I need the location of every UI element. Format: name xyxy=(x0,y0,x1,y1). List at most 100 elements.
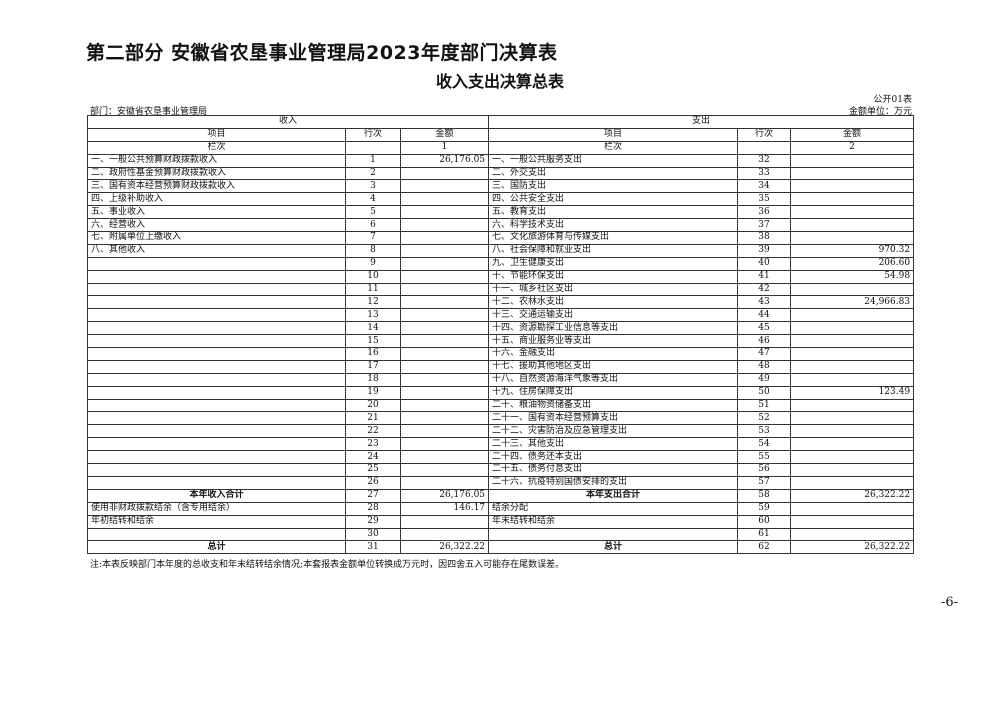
income-row-no: 7 xyxy=(345,231,401,245)
income-row-no: 24 xyxy=(345,450,401,465)
income-amount xyxy=(399,398,490,413)
income-amount xyxy=(399,166,490,181)
table-title: 收入支出决算总表 xyxy=(435,72,564,91)
income-row-no: 26 xyxy=(345,475,401,490)
expense-row-no: 54 xyxy=(737,437,792,452)
expense-amount xyxy=(790,231,915,245)
expense-header: 支出 xyxy=(488,115,915,129)
expense-row-no: 43 xyxy=(737,295,792,310)
income-row-no: 30 xyxy=(345,527,401,542)
income-expense-table: 收入 支出 项目 行次 金额 项目 行次 金额 栏次 1 栏次 2 一、一般公共… xyxy=(86,115,915,555)
table-row: 七、附属单位上缴收入 7 七、文化旅游体育与传媒支出 38 xyxy=(87,231,915,245)
income-item xyxy=(87,385,346,400)
income-item xyxy=(87,295,346,310)
income-row-no: 27 xyxy=(345,488,401,503)
income-header: 收入 xyxy=(86,115,490,129)
income-item xyxy=(87,359,346,374)
table-row: 12 十二、农林水支出 43 24,966.83 xyxy=(87,295,915,310)
header-row-columns: 项目 行次 金额 项目 行次 金额 xyxy=(87,127,915,142)
expense-amount: 970.32 xyxy=(790,243,915,258)
income-row-no: 8 xyxy=(345,243,401,258)
expense-item: 八、社会保障和就业支出 xyxy=(488,243,739,258)
expense-row-no: 44 xyxy=(737,308,792,323)
expense-row-no: 33 xyxy=(737,166,792,181)
income-row-no: 21 xyxy=(345,411,401,426)
table-row: 9 九、卫生健康支出 40 206.60 xyxy=(87,256,915,271)
expense-amount xyxy=(790,437,915,452)
expense-item: 本年支出合计 xyxy=(488,488,739,503)
expense-amount xyxy=(790,450,915,465)
table-row: 五、事业收入 5 五、教育支出 36 xyxy=(87,205,915,220)
income-amount xyxy=(399,463,490,477)
income-amount xyxy=(399,308,490,323)
income-row-no: 16 xyxy=(345,347,401,361)
income-item-header: 项目 xyxy=(87,127,346,142)
income-row-no: 12 xyxy=(345,295,401,310)
expense-item: 十六、金融支出 xyxy=(488,347,739,361)
income-row-no: 17 xyxy=(345,359,401,374)
income-amount: 146.17 xyxy=(399,501,490,516)
expense-amount xyxy=(790,347,915,361)
expense-amount xyxy=(790,372,915,387)
table-row: 22 二十二、灾害防治及应急管理支出 53 xyxy=(87,424,915,439)
expense-amount xyxy=(790,475,915,490)
income-item: 六、经营收入 xyxy=(87,218,346,233)
expense-row-no: 56 xyxy=(737,463,792,477)
income-item xyxy=(87,256,346,271)
income-amount xyxy=(399,243,490,258)
expense-item: 二十二、灾害防治及应急管理支出 xyxy=(488,424,739,439)
expense-item: 十二、农林水支出 xyxy=(488,295,739,310)
expense-amount xyxy=(790,514,915,529)
income-amount xyxy=(399,192,490,207)
income-amount xyxy=(399,372,490,387)
income-item xyxy=(87,527,346,542)
table-row: 三、国有资本经营预算财政拨款收入 3 三、国防支出 34 xyxy=(87,179,915,194)
summary-row: 30 61 xyxy=(87,527,915,542)
income-item xyxy=(87,437,346,452)
expense-amount xyxy=(790,308,915,323)
table-row: 10 十、节能环保支出 41 54.98 xyxy=(87,269,915,284)
expense-item: 六、科学技术支出 xyxy=(488,218,739,233)
income-item: 总计 xyxy=(87,540,346,555)
empty-cell xyxy=(345,140,401,155)
income-amount xyxy=(399,205,490,220)
page-title: 第二部分 安徽省农垦事业管理局2023年度部门决算表 xyxy=(86,42,558,64)
expense-row-no: 53 xyxy=(737,424,792,439)
income-amount xyxy=(399,450,490,465)
income-amount xyxy=(399,424,490,439)
summary-row: 使用非财政拨款结余（含专用结余） 28 146.17 结余分配 59 xyxy=(87,501,915,516)
expense-amount xyxy=(790,463,915,477)
expense-row-no: 50 xyxy=(737,385,792,400)
income-row-no: 31 xyxy=(345,540,401,555)
expense-item: 二十六、抗疫特别国债安排的支出 xyxy=(488,475,739,490)
income-item xyxy=(87,475,346,490)
expense-item-header: 项目 xyxy=(488,127,739,142)
expense-row-no: 38 xyxy=(737,231,792,245)
income-item: 年初结转和结余 xyxy=(87,514,346,529)
table-row: 23 二十三、其他支出 54 xyxy=(87,437,915,452)
income-item xyxy=(87,411,346,426)
table-row: 19 十九、住房保障支出 50 123.49 xyxy=(87,385,915,400)
expense-item: 九、卫生健康支出 xyxy=(488,256,739,271)
expense-item: 二十五、债务付息支出 xyxy=(488,463,739,477)
expense-row-no: 61 xyxy=(737,527,792,542)
income-amount xyxy=(399,475,490,490)
income-amount xyxy=(399,385,490,400)
expense-amount xyxy=(790,192,915,207)
table-code: 公开01表 xyxy=(873,95,912,105)
income-row-no: 1 xyxy=(345,153,401,168)
income-amount xyxy=(399,231,490,245)
income-row-no: 9 xyxy=(345,256,401,271)
expense-item: 十五、商业服务业等支出 xyxy=(488,334,739,349)
expense-amount xyxy=(790,334,915,349)
expense-amount: 54.98 xyxy=(790,269,915,284)
income-row-no: 22 xyxy=(345,424,401,439)
expense-item: 十、节能环保支出 xyxy=(488,269,739,284)
table-row: 14 十四、资源勘探工业信息等支出 45 xyxy=(87,321,915,336)
income-item: 五、事业收入 xyxy=(87,205,346,220)
table-row: 25 二十五、债务付息支出 56 xyxy=(87,463,915,477)
income-amount xyxy=(399,514,490,529)
income-item xyxy=(87,450,346,465)
income-amount xyxy=(399,295,490,310)
expense-lanci: 栏次 xyxy=(488,140,739,155)
